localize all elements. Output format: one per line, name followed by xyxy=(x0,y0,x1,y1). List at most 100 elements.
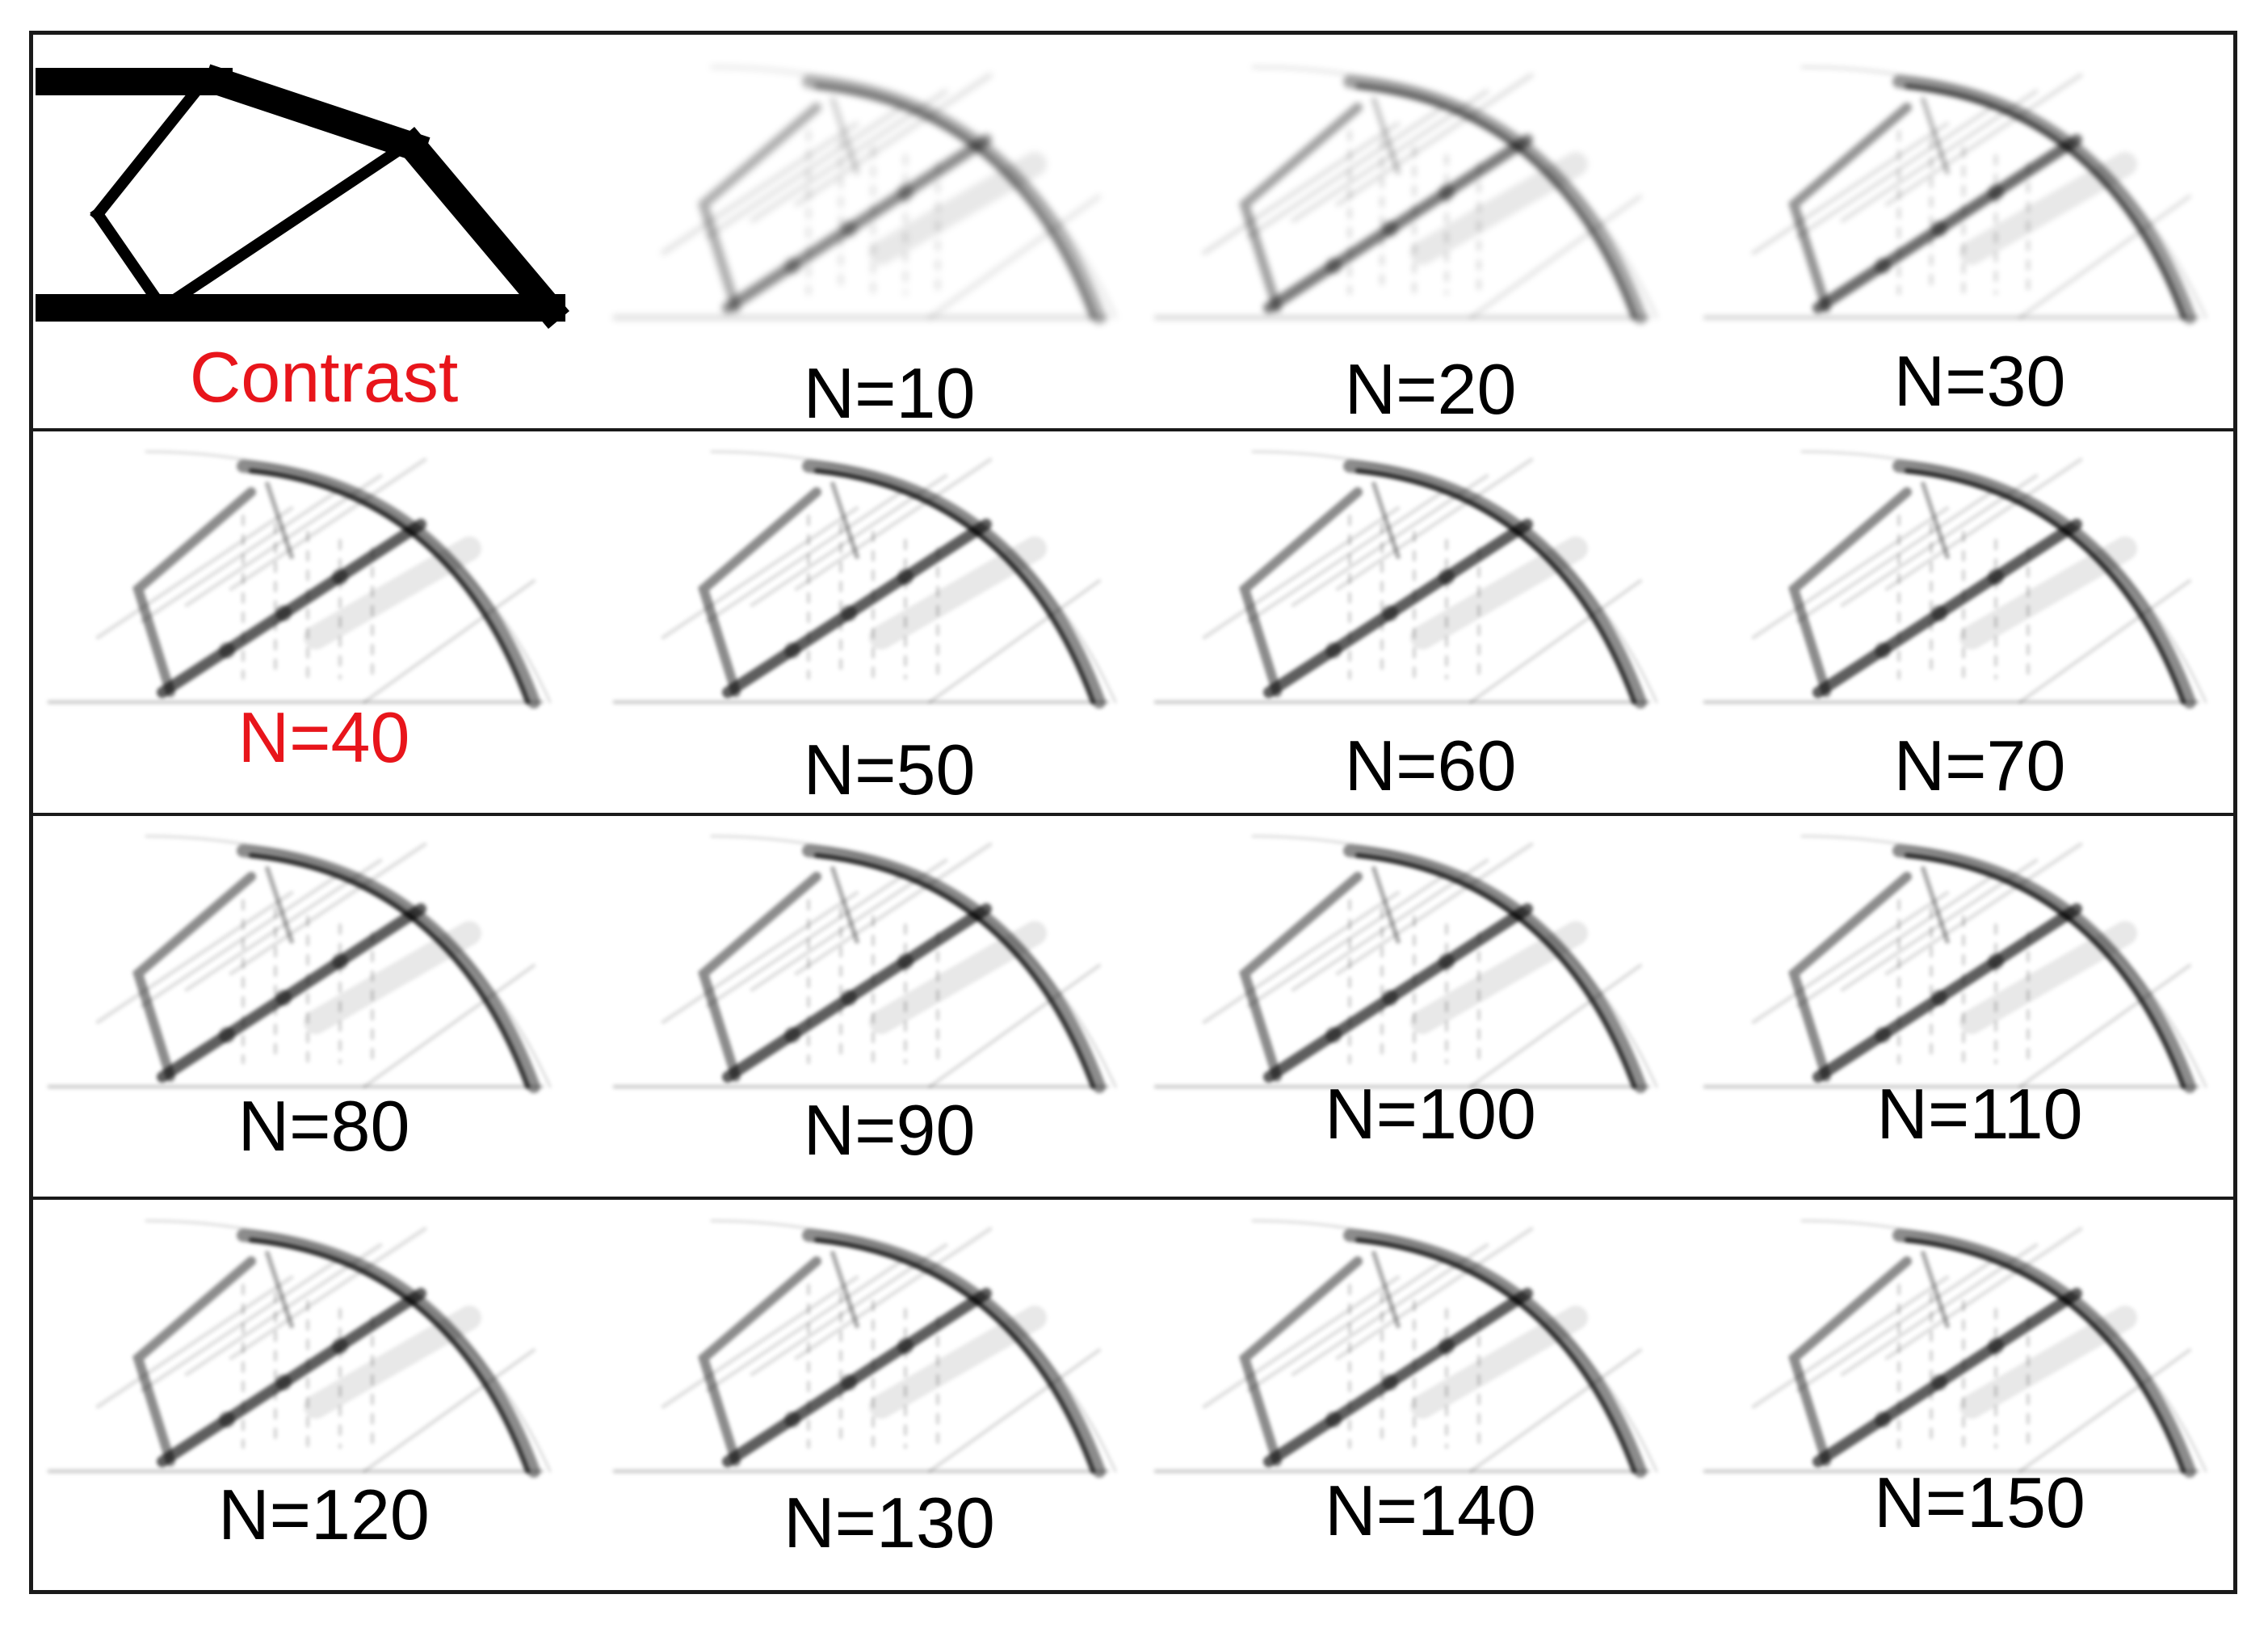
shaded-band xyxy=(1410,152,1588,265)
faint-diagonal xyxy=(2018,1348,2191,1473)
left-frame xyxy=(698,1256,821,1466)
faint-diagonal xyxy=(184,473,383,608)
faint-arc xyxy=(145,450,552,704)
density-field xyxy=(1703,1219,2207,1478)
density-node xyxy=(1875,1027,1891,1043)
faint-diagonal xyxy=(661,890,859,1024)
panel-label: N=60 xyxy=(1344,726,1517,806)
panel-label: N=130 xyxy=(783,1483,995,1563)
arc-member-core xyxy=(1905,84,2186,320)
diagonal-member xyxy=(722,519,992,698)
shaded-band xyxy=(869,536,1047,650)
left-frame xyxy=(1239,103,1363,313)
diagonal-member xyxy=(1263,519,1533,698)
density-node xyxy=(897,953,914,970)
left-frame xyxy=(1239,487,1363,697)
faint-diagonal xyxy=(1796,874,1994,1008)
faint-diagonal xyxy=(1884,842,2083,976)
diagonal-member xyxy=(1812,134,2082,313)
density-node xyxy=(1438,569,1455,585)
diagonal-member xyxy=(1812,1288,2082,1467)
reference-topology-image xyxy=(36,64,569,329)
faint-arc xyxy=(145,1219,552,1473)
faint-diagonal xyxy=(794,842,993,976)
faint-diagonal xyxy=(229,457,427,591)
faint-diagonal xyxy=(928,195,1101,319)
faint-diagonal xyxy=(140,490,338,624)
shaded-band xyxy=(1959,921,2137,1034)
density-node xyxy=(784,258,800,274)
faint-diagonal xyxy=(1335,73,1534,207)
panel-label: N=30 xyxy=(1893,341,2066,421)
faint-diagonal xyxy=(928,1348,1101,1473)
row-divider xyxy=(33,1197,2233,1200)
inner-strut xyxy=(1921,866,1950,944)
faint-diagonal xyxy=(140,1259,338,1393)
optimized-topology-image xyxy=(1153,65,1658,324)
left-frame xyxy=(698,872,821,1082)
faint-diagonal xyxy=(661,506,859,640)
panel-label: Contrast xyxy=(189,337,459,417)
faint-diagonal xyxy=(140,874,338,1008)
faint-arc xyxy=(710,1219,1117,1473)
optimized-topology-image xyxy=(612,65,1117,324)
inner-strut xyxy=(265,1251,294,1328)
shaded-band xyxy=(1410,1306,1588,1419)
result-panel: N=50 xyxy=(612,435,1164,823)
optimized-topology-image xyxy=(1703,1219,2207,1478)
faint-diagonal xyxy=(1840,89,2039,223)
thick-member xyxy=(393,127,569,329)
density-node xyxy=(1438,184,1455,200)
density-node xyxy=(275,1374,292,1390)
diagonal-member xyxy=(722,134,992,313)
faint-arc xyxy=(1800,835,2207,1088)
density-node xyxy=(1931,605,1947,621)
shaded-band xyxy=(869,921,1047,1034)
density-node xyxy=(219,642,235,658)
faint-arc xyxy=(710,65,1117,319)
result-panel: N=90 xyxy=(612,820,1164,1208)
result-panel: N=20 xyxy=(1153,51,1705,439)
faint-diagonal xyxy=(1469,1348,1642,1473)
faint-arc xyxy=(145,835,552,1088)
density-node xyxy=(1438,1338,1455,1354)
faint-diagonal xyxy=(928,964,1101,1088)
arc-member-core xyxy=(249,1238,530,1474)
diagonal-member xyxy=(722,903,992,1083)
result-panel: N=120 xyxy=(47,1205,598,1592)
density-node xyxy=(841,221,857,237)
inner-strut xyxy=(1921,97,1950,175)
density-node xyxy=(332,569,348,585)
inner-strut xyxy=(1921,482,1950,559)
faint-diagonal xyxy=(1469,964,1642,1088)
density-node xyxy=(841,990,857,1006)
diagonal-member xyxy=(1263,903,1533,1083)
density-field xyxy=(47,450,552,709)
faint-diagonal xyxy=(1291,1243,1489,1377)
optimized-topology-image xyxy=(47,450,552,709)
inner-strut xyxy=(830,482,859,559)
arc-member-core xyxy=(249,469,530,705)
left-frame xyxy=(1239,872,1363,1082)
density-node xyxy=(1875,1411,1891,1428)
arc-member-core xyxy=(1905,1238,2186,1474)
panel-label: N=20 xyxy=(1344,349,1517,429)
faint-arc xyxy=(1251,450,1658,704)
result-panel: N=110 xyxy=(1703,820,2254,1208)
density-node xyxy=(897,1338,914,1354)
density-field xyxy=(1153,835,1658,1093)
arc-member-core xyxy=(814,469,1095,705)
panel-label: N=50 xyxy=(803,730,976,810)
faint-diagonal xyxy=(1246,105,1445,239)
result-panel: N=70 xyxy=(1703,435,2254,823)
density-node xyxy=(1325,1411,1342,1428)
faint-diagonal xyxy=(184,1243,383,1377)
faint-diagonal xyxy=(705,1259,904,1393)
row-divider xyxy=(33,428,2233,431)
faint-diagonal xyxy=(229,842,427,976)
density-node xyxy=(1325,642,1342,658)
density-field xyxy=(1153,65,1658,324)
faint-arc xyxy=(710,835,1117,1088)
left-frame xyxy=(1788,487,1912,697)
density-node xyxy=(784,642,800,658)
